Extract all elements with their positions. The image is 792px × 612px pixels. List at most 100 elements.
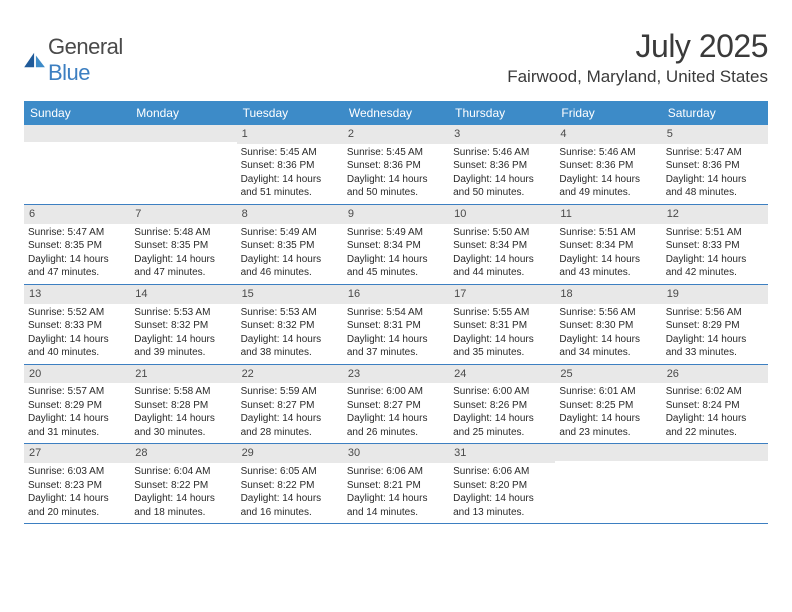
sunrise-line: Sunrise: 5:47 AM [666,146,764,160]
sunset-line: Sunset: 8:34 PM [347,239,445,253]
sunrise-line: Sunrise: 5:55 AM [453,306,551,320]
day-number: 4 [555,125,661,144]
day-cell-27: 27Sunrise: 6:03 AMSunset: 8:23 PMDayligh… [24,444,130,523]
day-body: Sunrise: 5:47 AMSunset: 8:36 PMDaylight:… [662,144,768,204]
day-body: Sunrise: 6:01 AMSunset: 8:25 PMDaylight:… [555,383,661,443]
day-cell-23: 23Sunrise: 6:00 AMSunset: 8:27 PMDayligh… [343,365,449,444]
day-cell-18: 18Sunrise: 5:56 AMSunset: 8:30 PMDayligh… [555,285,661,364]
sunrise-line: Sunrise: 6:06 AM [347,465,445,479]
day-body: Sunrise: 6:06 AMSunset: 8:20 PMDaylight:… [449,463,555,523]
day-cell-24: 24Sunrise: 6:00 AMSunset: 8:26 PMDayligh… [449,365,555,444]
daylight-line: Daylight: 14 hours and 49 minutes. [559,173,657,200]
daylight-line: Daylight: 14 hours and 33 minutes. [666,333,764,360]
daylight-line: Daylight: 14 hours and 39 minutes. [134,333,232,360]
day-number: 16 [343,285,449,304]
sunrise-line: Sunrise: 6:04 AM [134,465,232,479]
day-cell-29: 29Sunrise: 6:05 AMSunset: 8:22 PMDayligh… [237,444,343,523]
daylight-line: Daylight: 14 hours and 26 minutes. [347,412,445,439]
day-cell-15: 15Sunrise: 5:53 AMSunset: 8:32 PMDayligh… [237,285,343,364]
day-cell-6: 6Sunrise: 5:47 AMSunset: 8:35 PMDaylight… [24,205,130,284]
daylight-line: Daylight: 14 hours and 28 minutes. [241,412,339,439]
sunset-line: Sunset: 8:36 PM [666,159,764,173]
daylight-line: Daylight: 14 hours and 47 minutes. [134,253,232,280]
daylight-line: Daylight: 14 hours and 51 minutes. [241,173,339,200]
day-body: Sunrise: 6:05 AMSunset: 8:22 PMDaylight:… [237,463,343,523]
day-body: Sunrise: 5:55 AMSunset: 8:31 PMDaylight:… [449,304,555,364]
day-number: 11 [555,205,661,224]
calendar: SundayMondayTuesdayWednesdayThursdayFrid… [24,101,768,524]
sunrise-line: Sunrise: 6:00 AM [453,385,551,399]
day-body: Sunrise: 5:54 AMSunset: 8:31 PMDaylight:… [343,304,449,364]
daylight-line: Daylight: 14 hours and 34 minutes. [559,333,657,360]
daylight-line: Daylight: 14 hours and 22 minutes. [666,412,764,439]
weekday-sunday: Sunday [24,101,130,125]
daylight-line: Daylight: 14 hours and 48 minutes. [666,173,764,200]
sunset-line: Sunset: 8:33 PM [666,239,764,253]
sunset-line: Sunset: 8:35 PM [241,239,339,253]
day-body: Sunrise: 5:56 AMSunset: 8:30 PMDaylight:… [555,304,661,364]
daylight-line: Daylight: 14 hours and 47 minutes. [28,253,126,280]
daylight-line: Daylight: 14 hours and 31 minutes. [28,412,126,439]
day-number: 24 [449,365,555,384]
sunset-line: Sunset: 8:24 PM [666,399,764,413]
daylight-line: Daylight: 14 hours and 45 minutes. [347,253,445,280]
day-body: Sunrise: 5:53 AMSunset: 8:32 PMDaylight:… [237,304,343,364]
sunset-line: Sunset: 8:25 PM [559,399,657,413]
day-cell-26: 26Sunrise: 6:02 AMSunset: 8:24 PMDayligh… [662,365,768,444]
sunset-line: Sunset: 8:22 PM [134,479,232,493]
day-number [555,444,661,461]
day-cell-30: 30Sunrise: 6:06 AMSunset: 8:21 PMDayligh… [343,444,449,523]
day-body: Sunrise: 5:47 AMSunset: 8:35 PMDaylight:… [24,224,130,284]
weekday-tuesday: Tuesday [237,101,343,125]
week-row: 13Sunrise: 5:52 AMSunset: 8:33 PMDayligh… [24,285,768,365]
day-number: 27 [24,444,130,463]
sunrise-line: Sunrise: 5:52 AM [28,306,126,320]
sunrise-line: Sunrise: 6:05 AM [241,465,339,479]
sunset-line: Sunset: 8:21 PM [347,479,445,493]
sunrise-line: Sunrise: 5:49 AM [241,226,339,240]
sunrise-line: Sunrise: 5:53 AM [134,306,232,320]
logo: General Blue [24,34,123,86]
daylight-line: Daylight: 14 hours and 37 minutes. [347,333,445,360]
sunrise-line: Sunrise: 5:48 AM [134,226,232,240]
day-cell-3: 3Sunrise: 5:46 AMSunset: 8:36 PMDaylight… [449,125,555,204]
day-body: Sunrise: 5:49 AMSunset: 8:35 PMDaylight:… [237,224,343,284]
sunset-line: Sunset: 8:28 PM [134,399,232,413]
sunset-line: Sunset: 8:27 PM [241,399,339,413]
sunrise-line: Sunrise: 5:57 AM [28,385,126,399]
day-number [662,444,768,461]
day-body: Sunrise: 5:50 AMSunset: 8:34 PMDaylight:… [449,224,555,284]
day-number: 31 [449,444,555,463]
day-cell-12: 12Sunrise: 5:51 AMSunset: 8:33 PMDayligh… [662,205,768,284]
sunset-line: Sunset: 8:34 PM [453,239,551,253]
daylight-line: Daylight: 14 hours and 44 minutes. [453,253,551,280]
header: General Blue July 2025 Fairwood, Marylan… [24,28,768,87]
daylight-line: Daylight: 14 hours and 38 minutes. [241,333,339,360]
sunrise-line: Sunrise: 5:45 AM [347,146,445,160]
day-cell-10: 10Sunrise: 5:50 AMSunset: 8:34 PMDayligh… [449,205,555,284]
sunrise-line: Sunrise: 5:51 AM [666,226,764,240]
day-number: 30 [343,444,449,463]
month-title: July 2025 [507,28,768,65]
sunset-line: Sunset: 8:36 PM [453,159,551,173]
day-body: Sunrise: 6:02 AMSunset: 8:24 PMDaylight:… [662,383,768,443]
day-cell-empty [24,125,130,204]
day-cell-1: 1Sunrise: 5:45 AMSunset: 8:36 PMDaylight… [237,125,343,204]
sunrise-line: Sunrise: 5:46 AM [453,146,551,160]
weekday-monday: Monday [130,101,236,125]
daylight-line: Daylight: 14 hours and 40 minutes. [28,333,126,360]
daylight-line: Daylight: 14 hours and 23 minutes. [559,412,657,439]
daylight-line: Daylight: 14 hours and 35 minutes. [453,333,551,360]
day-cell-25: 25Sunrise: 6:01 AMSunset: 8:25 PMDayligh… [555,365,661,444]
sunrise-line: Sunrise: 5:59 AM [241,385,339,399]
sunrise-line: Sunrise: 5:47 AM [28,226,126,240]
sunrise-line: Sunrise: 5:49 AM [347,226,445,240]
sunset-line: Sunset: 8:22 PM [241,479,339,493]
day-cell-4: 4Sunrise: 5:46 AMSunset: 8:36 PMDaylight… [555,125,661,204]
day-number [24,125,130,142]
sunset-line: Sunset: 8:27 PM [347,399,445,413]
weekday-wednesday: Wednesday [343,101,449,125]
logo-word-1: General [48,34,123,59]
sunset-line: Sunset: 8:31 PM [453,319,551,333]
sunrise-line: Sunrise: 5:45 AM [241,146,339,160]
